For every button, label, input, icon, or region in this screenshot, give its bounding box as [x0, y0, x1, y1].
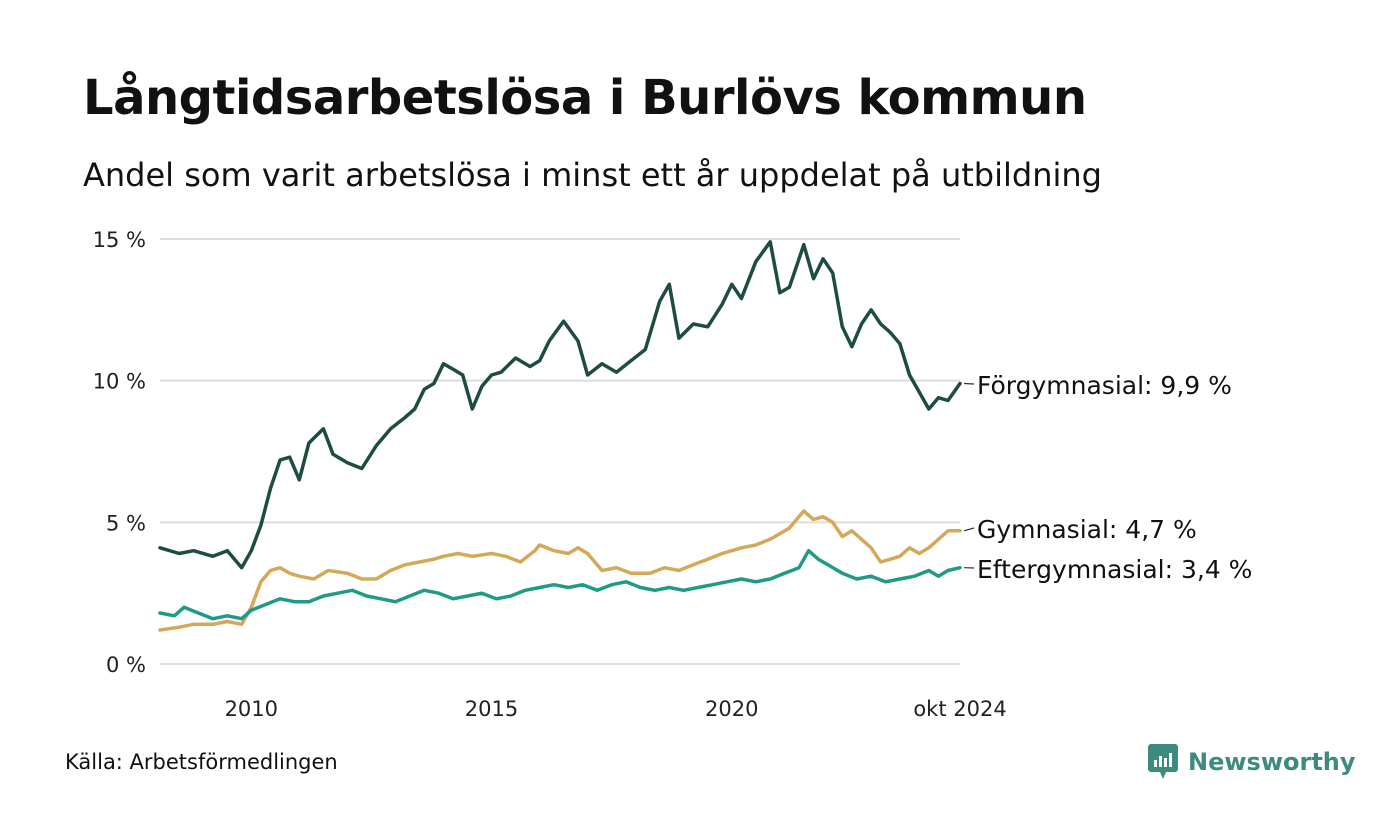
series-line: [158, 240, 962, 570]
y-tick-label: 5 %: [106, 511, 146, 535]
series-line: [158, 548, 962, 621]
series-end-label: Eftergymnasial: 3,4 %: [977, 555, 1252, 584]
newsworthy-logo-icon: [1148, 744, 1178, 779]
chart-subtitle: Andel som varit arbetslösa i minst ett å…: [83, 156, 1102, 194]
label-leader-line: [963, 527, 975, 532]
series-lines: [158, 240, 962, 632]
y-tick-label: 0 %: [106, 653, 146, 677]
x-tick-label: 2015: [465, 697, 518, 721]
brand-name: Newsworthy: [1188, 748, 1356, 776]
series-line: [158, 509, 962, 632]
series-end-labels: Förgymnasial: 9,9 % Gymnasial: 4,7 % Efter…: [963, 371, 1252, 584]
series-end-label: Gymnasial: 4,7 %: [977, 515, 1197, 544]
x-axis-tick-labels: 2010 2015 2020 okt 2024: [225, 697, 1007, 721]
line-chart: 0 % 5 % 10 % 15 % 2010 2015 2020 okt 2024 Förg…: [93, 228, 1253, 721]
y-axis-tick-labels: 0 % 5 % 10 % 15 %: [93, 228, 146, 677]
x-tick-label: 2010: [225, 697, 278, 721]
gridlines: [160, 238, 960, 665]
x-tick-label: okt 2024: [913, 697, 1006, 721]
y-tick-label: 15 %: [93, 228, 146, 252]
series-end-label: Förgymnasial: 9,9 %: [977, 371, 1232, 400]
label-leader-line: [963, 382, 975, 385]
chart-title: Långtidsarbetslösa i Burlövs kommun: [83, 70, 1087, 126]
brand-logo[interactable]: Newsworthy: [1148, 744, 1356, 780]
y-tick-label: 10 %: [93, 370, 146, 394]
source-note: Källa: Arbetsförmedlingen: [65, 750, 338, 774]
x-tick-label: 2020: [705, 697, 758, 721]
